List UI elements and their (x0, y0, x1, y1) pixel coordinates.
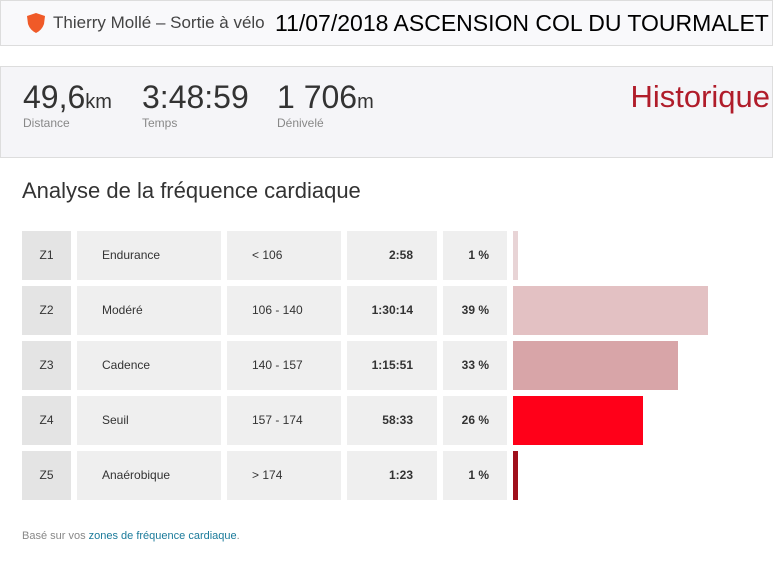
stat-value: 49,6 (23, 79, 86, 115)
stat-elevation: 1 706m Dénivelé (277, 79, 374, 130)
stat-value: 1 706 (277, 79, 358, 115)
zone-pct: 33 % (443, 341, 507, 390)
stat-value: 3:48:59 (142, 79, 249, 115)
zone-row: Z4 Seuil 157 - 174 58:33 26 % (22, 396, 762, 445)
zone-row: Z3 Cadence 140 - 157 1:15:51 33 % (22, 341, 762, 390)
zone-name: Anaérobique (77, 451, 221, 500)
stat-unit: km (85, 91, 112, 113)
zone-range: 106 - 140 (227, 286, 341, 335)
zone-name: Cadence (77, 341, 221, 390)
zone-time: 2:58 (347, 231, 437, 280)
stat-unit: m (357, 91, 374, 113)
zone-time: 58:33 (347, 396, 437, 445)
zone-zone: Z4 (22, 396, 71, 445)
zone-pct: 39 % (443, 286, 507, 335)
athlete-activity-label[interactable]: Thierry Mollé – Sortie à vélo (53, 13, 265, 32)
zone-time: 1:15:51 (347, 341, 437, 390)
zone-range: < 106 (227, 231, 341, 280)
stat-label: Dénivelé (277, 116, 324, 130)
zone-zone: Z1 (22, 231, 71, 280)
footer-prefix: Basé sur vos (22, 530, 89, 542)
zone-row: Z5 Anaérobique > 174 1:23 1 % (22, 451, 762, 500)
zone-bar (513, 231, 518, 280)
zone-range: 140 - 157 (227, 341, 341, 390)
stat-time: 3:48:59 Temps (142, 79, 249, 130)
zone-pct: 1 % (443, 231, 507, 280)
stat-label: Distance (23, 116, 70, 130)
zone-zone: Z5 (22, 451, 71, 500)
zone-bar (513, 451, 518, 500)
zone-row: Z1 Endurance < 106 2:58 1 % (22, 231, 762, 280)
zone-range: 157 - 174 (227, 396, 341, 445)
zone-bar (513, 341, 678, 390)
zone-name: Modéré (77, 286, 221, 335)
zone-time: 1:30:14 (347, 286, 437, 335)
zone-bar (513, 396, 643, 445)
zone-zone: Z3 (22, 341, 71, 390)
hr-zones-link[interactable]: zones de fréquence cardiaque (88, 530, 237, 542)
stat-label: Temps (142, 116, 178, 130)
historique-label: Historique (630, 79, 770, 114)
zone-pct: 26 % (443, 396, 507, 445)
stats-panel: 49,6km Distance 3:48:59 Temps 1 706m Dén… (0, 66, 773, 158)
footer-note: Basé sur vos zones de fréquence cardiaqu… (22, 530, 240, 542)
zone-pct: 1 % (443, 451, 507, 500)
zone-row: Z2 Modéré 106 - 140 1:30:14 39 % (22, 286, 762, 335)
stat-distance: 49,6km Distance (23, 79, 112, 130)
zone-name: Seuil (77, 396, 221, 445)
zone-name: Endurance (77, 231, 221, 280)
shield-icon (27, 13, 45, 33)
zone-time: 1:23 (347, 451, 437, 500)
activity-title: 11/07/2018 ASCENSION COL DU TOURMALET (275, 10, 769, 36)
section-title: Analyse de la fréquence cardiaque (22, 178, 361, 203)
footer-suffix: . (236, 530, 240, 542)
zone-range: > 174 (227, 451, 341, 500)
zone-zone: Z2 (22, 286, 71, 335)
zone-bar (513, 286, 708, 335)
activity-header: Thierry Mollé – Sortie à vélo 11/07/2018… (0, 0, 773, 46)
